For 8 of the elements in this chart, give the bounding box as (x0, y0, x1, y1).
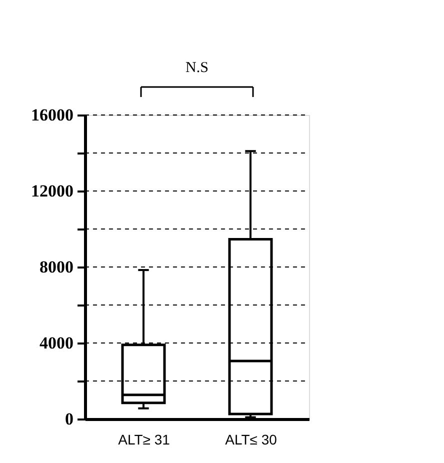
y-tick-label: 8000 (40, 258, 74, 276)
text: N.S (186, 60, 208, 76)
y-tick-label: 16000 (31, 106, 74, 124)
x-tick-label: ALT≤ 30 (225, 432, 278, 448)
y-tick-label: 4000 (40, 334, 74, 352)
y-tick-label: 12000 (31, 182, 74, 200)
y-tick-label: 0 (65, 410, 74, 428)
x-tick-label: ALT≥ 31 (118, 432, 170, 448)
